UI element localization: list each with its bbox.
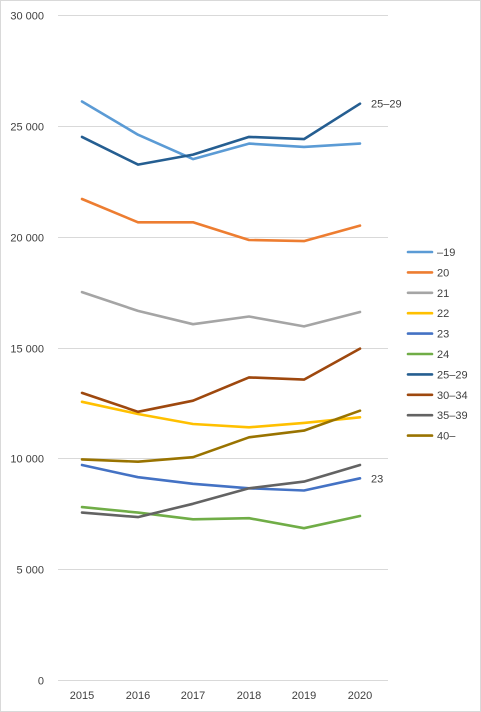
y-tick-label: 30 000 bbox=[10, 11, 44, 23]
legend: –19 20 21 22 23 24 25–29 30–34 35–39 40– bbox=[406, 247, 468, 443]
legend-label: 35–39 bbox=[437, 410, 468, 422]
legend-label: 24 bbox=[437, 349, 449, 361]
x-tick-label: 2015 bbox=[70, 690, 94, 702]
x-tick-label: 2016 bbox=[126, 690, 150, 702]
legend-label: 22 bbox=[437, 308, 449, 320]
legend-item: 23 bbox=[406, 329, 449, 341]
axes: 0 5 000 10 000 15 000 20 000 25 000 30 000 2015… bbox=[10, 11, 372, 703]
legend-label: 40– bbox=[437, 431, 456, 443]
legend-label: –19 bbox=[437, 247, 455, 259]
legend-item: 20 bbox=[406, 267, 449, 279]
legend-label: 20 bbox=[437, 267, 449, 279]
y-tick-label: 5 000 bbox=[16, 565, 44, 577]
data-label: 23 bbox=[371, 473, 383, 485]
y-tick-label: 20 000 bbox=[10, 233, 44, 245]
y-tick-label: 10 000 bbox=[10, 454, 44, 466]
series-line bbox=[80, 505, 362, 530]
legend-item: 22 bbox=[406, 308, 449, 320]
gridlines bbox=[58, 15, 388, 681]
series-line bbox=[80, 100, 362, 161]
x-tick-label: 2017 bbox=[181, 690, 205, 702]
legend-item: –19 bbox=[406, 247, 455, 259]
legend-item: 25–29 bbox=[406, 369, 468, 381]
series-line bbox=[80, 409, 362, 464]
legend-item: 30–34 bbox=[406, 390, 468, 402]
series-lines bbox=[80, 100, 362, 530]
series-line bbox=[80, 102, 362, 166]
x-tick-label: 2020 bbox=[348, 690, 372, 702]
annotations: 25–29 23 bbox=[371, 99, 402, 486]
legend-label: 30–34 bbox=[437, 390, 468, 402]
series-line bbox=[80, 400, 362, 429]
x-tick-label: 2018 bbox=[237, 690, 261, 702]
legend-item: 35–39 bbox=[406, 410, 468, 422]
y-tick-label: 25 000 bbox=[10, 122, 44, 134]
legend-label: 21 bbox=[437, 288, 449, 300]
legend-label: 25–29 bbox=[437, 369, 468, 381]
y-tick-label: 15 000 bbox=[10, 344, 44, 356]
series-line bbox=[80, 347, 362, 414]
legend-item: 40– bbox=[406, 431, 456, 443]
legend-item: 24 bbox=[406, 349, 449, 361]
data-label: 25–29 bbox=[371, 99, 402, 111]
y-tick-label: 0 bbox=[38, 676, 44, 688]
x-tick-label: 2019 bbox=[292, 690, 316, 702]
legend-item: 21 bbox=[406, 288, 449, 300]
series-line bbox=[80, 463, 362, 492]
legend-label: 23 bbox=[437, 329, 449, 341]
series-line bbox=[80, 290, 362, 328]
series-line bbox=[80, 463, 362, 519]
series-line bbox=[80, 197, 362, 243]
